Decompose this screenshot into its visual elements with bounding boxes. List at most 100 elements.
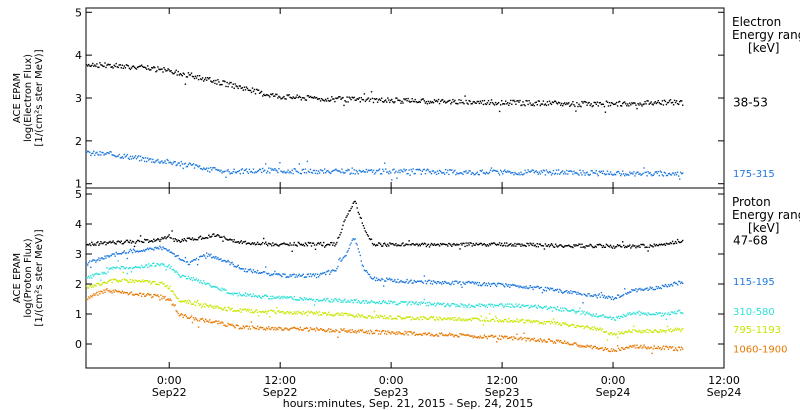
data-point — [391, 243, 393, 245]
data-point — [455, 305, 457, 308]
data-point — [433, 318, 436, 321]
data-point — [111, 292, 113, 294]
data-point — [326, 170, 328, 172]
data-point — [176, 74, 178, 76]
data-point — [409, 244, 411, 246]
data-point — [486, 319, 489, 322]
data-point — [572, 344, 574, 346]
data-point — [295, 244, 297, 246]
data-point — [531, 286, 533, 289]
data-point — [408, 169, 410, 171]
data-point — [128, 281, 131, 283]
data-point — [216, 258, 218, 260]
data-point — [550, 288, 553, 290]
data-point — [428, 332, 431, 334]
data-point — [325, 312, 327, 314]
data-point — [163, 263, 165, 265]
data-point — [447, 282, 449, 284]
data-point — [204, 306, 206, 308]
data-point — [577, 310, 579, 313]
data-point — [571, 323, 573, 326]
data-point — [373, 276, 376, 278]
data-point — [340, 328, 342, 330]
data-point — [608, 316, 611, 318]
data-point — [354, 330, 356, 332]
data-point — [495, 341, 498, 343]
data-point — [659, 170, 661, 172]
data-point — [493, 169, 496, 172]
data-point — [448, 100, 450, 102]
data-point — [496, 243, 499, 245]
data-point — [251, 242, 254, 244]
y-tick-label: 4 — [75, 49, 82, 62]
data-point — [275, 297, 277, 300]
data-point — [614, 103, 617, 105]
data-point — [573, 244, 575, 246]
data-point — [358, 251, 360, 253]
data-point — [163, 161, 165, 164]
data-point — [397, 315, 399, 317]
data-point — [482, 305, 485, 307]
data-point — [230, 239, 232, 241]
data-point — [328, 243, 330, 246]
data-point — [675, 329, 678, 331]
data-point — [295, 274, 297, 276]
data-point — [345, 330, 347, 332]
series-1060-1900 — [86, 288, 684, 355]
data-point — [436, 335, 439, 337]
x-tick-date-label: Sep24 — [596, 386, 631, 399]
data-point — [333, 269, 335, 272]
data-point — [443, 334, 445, 336]
data-point — [464, 320, 466, 322]
data-point — [270, 309, 272, 311]
data-point — [385, 280, 387, 282]
data-point — [529, 242, 531, 244]
data-point — [129, 68, 132, 71]
data-point — [228, 261, 230, 263]
data-point — [144, 266, 146, 268]
data-point — [344, 298, 346, 300]
data-point — [513, 320, 515, 322]
data-point — [131, 65, 134, 68]
data-point — [607, 295, 610, 297]
data-point — [140, 240, 143, 243]
data-point — [565, 308, 567, 310]
data-point — [393, 168, 395, 170]
data-point — [682, 172, 684, 174]
data-point — [327, 329, 329, 331]
data-point — [528, 287, 530, 289]
data-point — [643, 289, 645, 291]
data-point — [564, 307, 566, 309]
data-point — [233, 87, 235, 89]
data-point — [615, 316, 618, 318]
data-point — [193, 238, 196, 240]
data-point — [317, 329, 320, 331]
data-point — [590, 170, 592, 172]
data-point — [232, 294, 234, 296]
data-point — [397, 244, 399, 246]
data-point — [396, 177, 398, 179]
data-point — [666, 325, 669, 328]
data-point — [567, 310, 569, 312]
data-point — [514, 306, 516, 308]
data-point — [259, 311, 262, 313]
data-point — [520, 306, 522, 308]
data-point — [244, 268, 247, 270]
data-point — [477, 100, 479, 103]
data-point — [318, 172, 321, 174]
data-point — [379, 279, 382, 282]
data-point — [247, 242, 250, 244]
data-point — [466, 102, 468, 104]
data-point — [185, 315, 188, 318]
data-point — [95, 65, 97, 67]
data-point — [589, 346, 591, 348]
data-point — [609, 332, 612, 334]
data-point — [192, 317, 195, 319]
data-point — [158, 284, 160, 286]
data-point — [491, 334, 494, 337]
data-point — [321, 314, 323, 316]
data-point — [192, 303, 195, 305]
data-point — [470, 242, 472, 244]
data-point — [286, 243, 288, 245]
